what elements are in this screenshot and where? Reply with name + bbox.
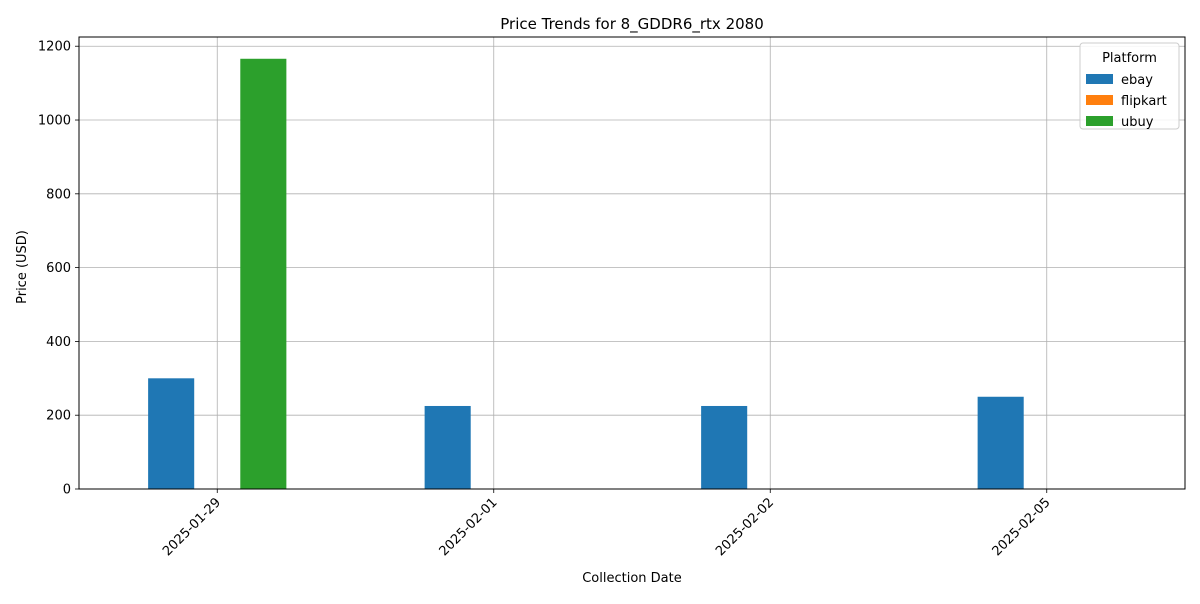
x-axis-label: Collection Date bbox=[582, 571, 682, 586]
y-tick-label: 200 bbox=[46, 409, 71, 424]
legend-label-flipkart: flipkart bbox=[1121, 94, 1167, 109]
bar-ebay-2025-02-01 bbox=[424, 405, 471, 489]
y-tick-label: 0 bbox=[63, 483, 71, 498]
bar-ebay-2025-01-29 bbox=[148, 378, 195, 489]
x-tick-label: 2025-02-02 bbox=[713, 495, 777, 559]
x-tick-label: 2025-02-01 bbox=[437, 495, 501, 559]
y-tick-label: 600 bbox=[46, 261, 71, 276]
x-tick-label: 2025-02-05 bbox=[990, 495, 1054, 559]
y-axis-label: Price (USD) bbox=[15, 230, 30, 304]
legend-swatch-flipkart bbox=[1086, 95, 1113, 105]
legend-title: Platform bbox=[1102, 51, 1157, 66]
y-tick-label: 800 bbox=[46, 187, 71, 202]
legend-label-ebay: ebay bbox=[1121, 73, 1153, 88]
bars bbox=[148, 58, 1024, 489]
bar-ebay-2025-02-02 bbox=[701, 405, 748, 489]
bar-ubuy-2025-01-29 bbox=[240, 58, 287, 489]
x-tick-label: 2025-01-29 bbox=[160, 495, 224, 559]
y-tick-label: 1200 bbox=[38, 40, 71, 55]
legend-swatch-ubuy bbox=[1086, 116, 1113, 126]
plot-frame bbox=[78, 36, 1186, 490]
y-tick-label: 1000 bbox=[38, 114, 71, 129]
legend: Platform ebay flipkart ubuy bbox=[1079, 42, 1180, 130]
legend-label-ubuy: ubuy bbox=[1121, 115, 1154, 130]
y-tick-label: 400 bbox=[46, 335, 71, 350]
chart-title: Price Trends for 8_GDDR6_rtx 2080 bbox=[500, 15, 764, 34]
legend-box bbox=[1079, 42, 1180, 130]
legend-swatch-ebay bbox=[1086, 74, 1113, 84]
bar-ebay-2025-02-05 bbox=[977, 396, 1024, 489]
